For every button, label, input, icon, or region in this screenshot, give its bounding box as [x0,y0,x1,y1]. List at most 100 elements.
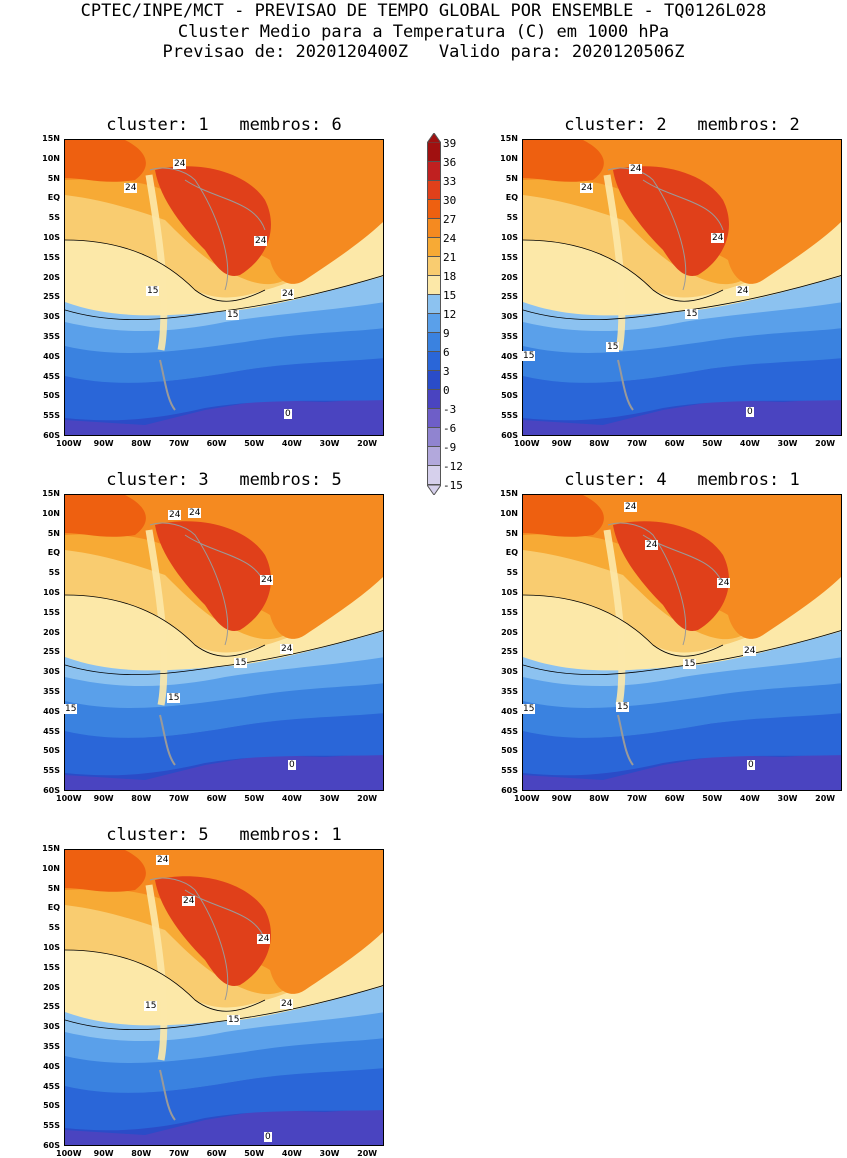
lat-label: 20S [43,982,60,992]
lon-label: 50W [244,1149,265,1158]
colorbar-segment [427,257,441,276]
contour-label: 0 [746,407,754,417]
lat-label: 30S [43,667,60,677]
colorbar-segment [427,428,441,447]
lon-label: 60W [664,794,685,803]
colorbar-segment [427,447,441,466]
colorbar-segment [427,238,441,257]
panel-title: cluster: 2 membros: 2 [564,115,800,135]
temperature-map [64,849,384,1146]
panel-title: cluster: 4 membros: 1 [564,470,800,490]
lat-label: 30S [43,312,60,322]
panel-title: cluster: 1 membros: 6 [106,115,342,135]
lat-label: EQ [505,193,518,203]
lat-label: 45S [43,371,60,381]
colorbar-tick-label: 12 [443,308,457,321]
contour-label: 15 [227,1015,241,1025]
lat-label: 10N [500,508,518,518]
lon-label: 50W [244,794,265,803]
lat-label: 10S [43,588,60,597]
lat-label: 15S [501,607,518,617]
colorbar-segment [427,390,441,409]
lon-label: 20W [815,794,836,803]
contour-label: 24 [124,183,138,193]
lat-label: 20S [501,627,518,637]
lat-label: 15S [43,252,60,262]
lat-label: 30S [501,312,518,322]
lat-label: 5N [47,528,60,538]
lat-label: EQ [47,903,60,913]
lat-label: 45S [501,726,518,736]
lat-label: 10N [42,508,60,518]
contour-label: 24 [743,646,757,656]
lat-label: 35S [501,332,518,341]
colorbar-tick-label: 36 [443,156,457,169]
lon-label: 90W [93,439,114,448]
lat-label: 5N [47,173,60,183]
panel-title: cluster: 3 membros: 5 [106,470,342,490]
lon-label: 30W [319,794,340,803]
lat-label: 60S [43,1141,60,1150]
lat-label: 40S [501,706,518,716]
contour-label: 24 [188,508,202,518]
colorbar-segment [427,162,441,181]
contour-label: 24 [624,502,638,512]
colorbar-tick-label: 18 [443,270,457,283]
lon-label: 50W [702,439,723,448]
lon-label: 100W [56,1149,82,1158]
lon-label: 20W [815,439,836,448]
lat-label: 25S [43,1002,60,1012]
header-line-2: Cluster Medio para a Temperatura (C) em … [177,22,670,42]
lon-label: 100W [56,439,82,448]
map-panel-cluster-5: cluster: 5 membros: 1 15N 10N 5N EQ 5S 10S 15S… [42,825,384,1158]
contour-label: 24 [280,999,294,1009]
contour-label: 24 [173,159,187,169]
lat-label: 55S [501,766,518,776]
contour-label: 15 [167,693,181,703]
contour-label: 24 [717,578,731,588]
lat-label: 30S [501,667,518,677]
lat-label: 40S [501,351,518,361]
lat-label: 15N [500,489,518,498]
contour-label: 24 [736,286,750,296]
lat-label: 50S [43,391,60,401]
lat-label: 10N [42,153,60,163]
colorbar-tick-label: 27 [443,213,457,226]
contour-label: 24 [645,540,659,550]
lon-label: 80W [589,439,610,448]
contour-label: 24 [260,575,274,585]
panel-title: cluster: 5 membros: 1 [106,825,342,845]
lat-label: 10S [501,233,518,242]
lat-label: 45S [43,726,60,736]
colorbar-tick-label: 15 [443,289,457,302]
temperature-map [64,494,384,791]
lon-label: 70W [168,1149,189,1158]
lon-label: 60W [664,439,685,448]
lat-label: 20S [43,627,60,637]
contour-label: 24 [156,855,170,865]
colorbar-tick-label: -12 [443,460,463,473]
lon-label: 60W [206,439,227,448]
colorbar-tick-label: -3 [443,403,457,416]
colorbar-tick-label: -15 [443,479,463,492]
contour-label: 24 [168,510,182,520]
colorbar [427,133,441,495]
lon-label: 80W [131,1149,152,1158]
contour-label: 15 [683,659,697,669]
contour-label: 15 [234,658,248,668]
lat-label: 15N [42,134,60,143]
colorbar-segment [427,219,441,238]
lon-label: 80W [589,794,610,803]
lat-label: 60S [501,786,518,795]
lon-label: 50W [702,794,723,803]
lon-label: 80W [131,439,152,448]
contour-label: 15 [685,309,699,319]
lon-label: 40W [281,794,302,803]
lat-label: 10S [43,943,60,952]
contour-label: 24 [280,644,294,654]
map-panel-cluster-2: cluster: 2 membros: 2 15N 10N 5N EQ 5S 10S 15S… [500,115,842,448]
lat-label: 10S [43,233,60,242]
contour-label: 24 [254,236,268,246]
contour-label: 15 [522,351,536,361]
colorbar-tick-label: 30 [443,194,457,207]
